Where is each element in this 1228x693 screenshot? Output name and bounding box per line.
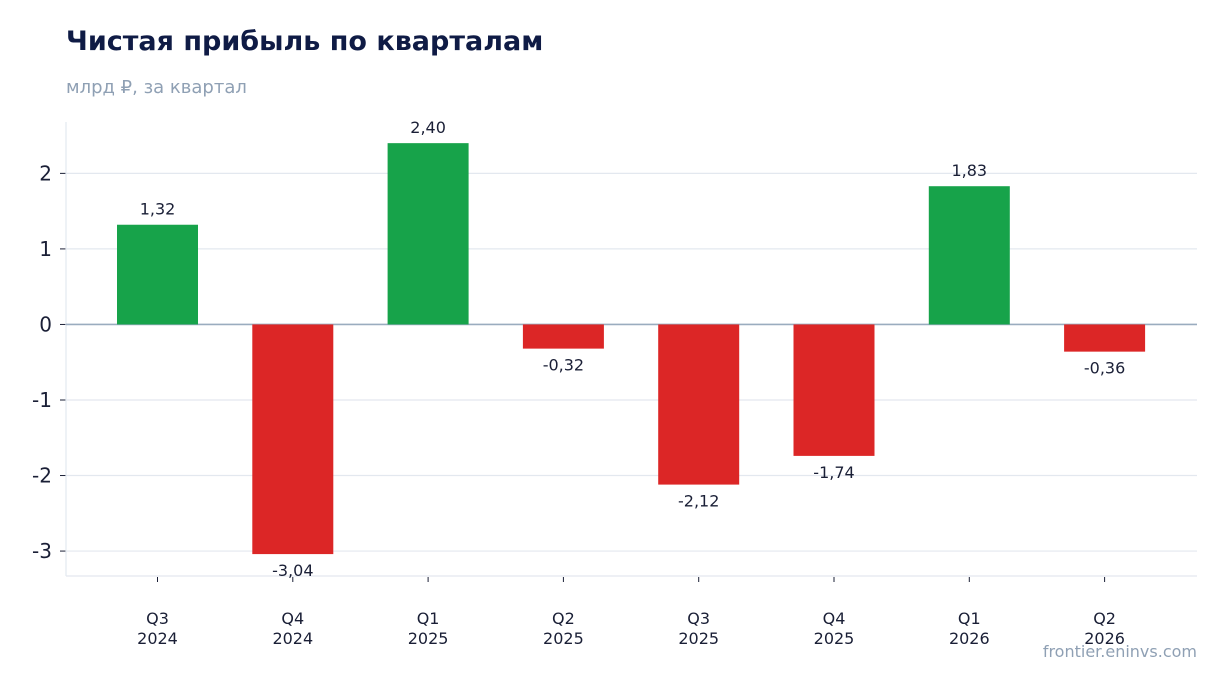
data-labels: 1,32 -3,04 2,40 -0,32 -2,12 -1,74 1,83 -0,36	[140, 118, 1126, 580]
x-tick-label: Q3 2025	[678, 609, 719, 648]
data-label: 1,83	[951, 161, 987, 180]
data-label: 2,40	[410, 118, 446, 137]
data-label: -2,12	[678, 492, 719, 511]
bar	[522, 324, 604, 349]
grid-lines	[66, 172, 1197, 552]
x-tick-label: Q1 2025	[408, 609, 449, 648]
data-label: -1,74	[813, 463, 854, 482]
bar	[117, 224, 198, 325]
bar	[1064, 324, 1146, 352]
bar	[928, 186, 1010, 325]
y-tick-label: -3	[32, 539, 52, 563]
bar	[387, 143, 469, 325]
data-label: -0,36	[1084, 359, 1125, 378]
data-label: -0,32	[543, 356, 584, 375]
source-credit: frontier.eninvs.com	[1042, 642, 1197, 661]
x-tick-label: Q4 2024	[272, 609, 313, 648]
data-label: -3,04	[272, 561, 313, 580]
axes	[60, 122, 1197, 582]
tick-labels: 2 1 0 -1 -2 -3 Q3 2024 Q4 2024 Q1 2025 Q2 2025 Q3 2025 Q…	[32, 161, 1125, 648]
x-tick-label: Q4 2025	[814, 609, 855, 648]
y-tick-label: 1	[39, 237, 52, 261]
bar	[658, 324, 740, 485]
y-tick-label: -2	[32, 464, 52, 488]
x-tick-label: Q2 2026	[1084, 609, 1125, 648]
x-tick-label: Q1 2026	[949, 609, 990, 648]
chart-subtitle: млрд ₽, за квартал	[66, 77, 247, 98]
bars	[117, 143, 1146, 555]
bar	[793, 324, 875, 456]
y-tick-label: -1	[32, 388, 52, 412]
y-tick-label: 0	[39, 312, 52, 336]
y-tick-label: 2	[39, 161, 52, 185]
data-label: 1,32	[140, 200, 176, 219]
x-tick-label: Q3 2024	[137, 609, 178, 648]
bar	[252, 324, 334, 555]
chart-title: Чистая прибыль по кварталам	[66, 26, 544, 57]
x-tick-label: Q2 2025	[543, 609, 584, 648]
